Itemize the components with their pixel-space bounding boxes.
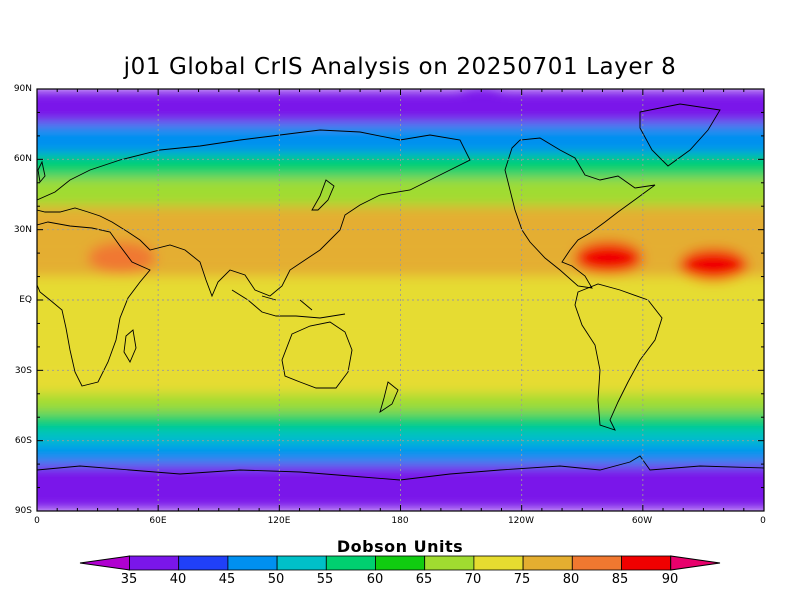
lat-label: 90N	[13, 84, 32, 94]
ozone-bands	[37, 89, 764, 511]
ozone-field	[37, 89, 764, 511]
coastline-uk	[37, 160, 46, 184]
frame-ticks	[36, 88, 765, 512]
colorbar-tick: 90	[661, 572, 679, 587]
ozone-band	[37, 323, 764, 371]
lat-label: 60S	[14, 436, 32, 446]
colorbar-swatch	[276, 555, 327, 571]
colorbar-unit-label: Dobson Units	[336, 537, 464, 556]
colorbar-tick: 55	[316, 572, 334, 587]
lon-label: 0	[760, 516, 766, 526]
colorbar-swatch	[325, 555, 376, 571]
colorbar-swatch	[621, 555, 672, 571]
coastline-madagascar	[123, 329, 137, 363]
colorbar-tick: 65	[415, 572, 433, 587]
colorbar-tick: 60	[366, 572, 384, 587]
colorbar-tick: 75	[513, 572, 531, 587]
colorbar-arrow-right	[670, 555, 721, 571]
coastline-antarctica	[37, 455, 764, 481]
ozone-feature	[679, 248, 748, 281]
ozone-feature	[447, 89, 516, 117]
lat-label: EQ	[19, 295, 32, 305]
coastline-japan	[311, 179, 335, 211]
map-title: j01 Global CrIS Analysis on 20250701 Lay…	[123, 54, 677, 80]
colorbar-tick: 85	[611, 572, 629, 587]
lat-lon-grid	[37, 89, 764, 511]
colorbar-swatch	[522, 555, 573, 571]
colorbar-tick: 45	[218, 572, 236, 587]
colorbar-arrow-left	[79, 555, 130, 571]
coastlines	[37, 103, 764, 481]
lon-label: 120E	[267, 516, 291, 526]
ozone-band	[37, 370, 764, 394]
coastline-australia	[281, 321, 353, 389]
colorbar-tick: 80	[562, 572, 580, 587]
ozone-feature	[366, 466, 435, 499]
colorbar-tick: 40	[169, 572, 187, 587]
coastline-greenland	[639, 103, 721, 167]
lon-label: 60W	[631, 516, 653, 526]
coastline-south-america	[574, 283, 663, 431]
lon-label: 0	[34, 516, 40, 526]
ozone-band	[37, 154, 764, 179]
ozone-feature	[574, 241, 643, 274]
coastline-north-america	[504, 137, 656, 289]
lat-label: 90S	[14, 506, 32, 516]
colorbar	[79, 555, 721, 571]
lat-label: 30N	[13, 225, 32, 235]
lon-label: 60E	[149, 516, 167, 526]
colorbar-swatch	[178, 555, 229, 571]
lat-label: 60N	[13, 154, 32, 164]
colorbar-swatch	[129, 555, 180, 571]
lon-label: 180	[391, 516, 409, 526]
ozone-feature	[87, 241, 156, 274]
ozone-band	[37, 178, 764, 207]
lon-label: 120W	[507, 516, 535, 526]
colorbar-swatch	[375, 555, 426, 571]
colorbar-swatch	[473, 555, 524, 571]
ozone-band	[37, 428, 764, 446]
colorbar-swatch	[424, 555, 475, 571]
colorbar-swatch	[227, 555, 278, 571]
coastline-africa	[37, 221, 151, 387]
coastline-new-zealand	[379, 381, 399, 414]
colorbar-tick: 50	[267, 572, 285, 587]
colorbar-tick: 70	[464, 572, 482, 587]
colorbar-swatch	[571, 555, 622, 571]
coastline-eurasia	[37, 129, 471, 298]
lat-label: 30S	[14, 366, 32, 376]
colorbar-tick: 35	[120, 572, 138, 587]
ozone-band	[37, 393, 764, 413]
